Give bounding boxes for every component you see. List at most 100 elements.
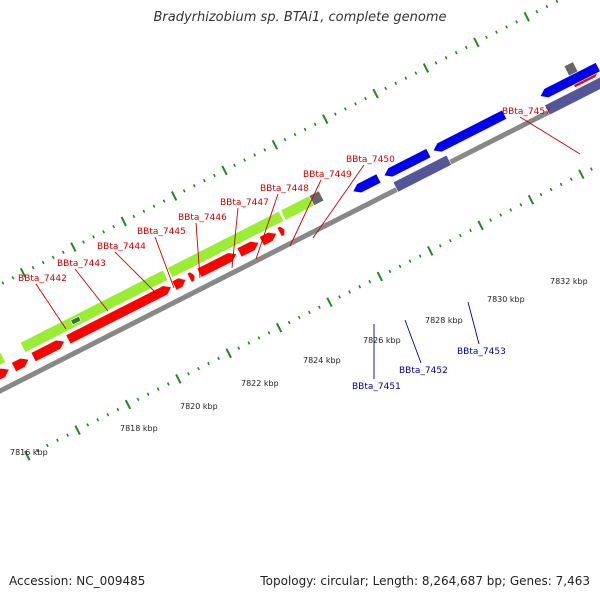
- forward-cds-bar: [166, 210, 285, 279]
- minor-tick: [102, 230, 106, 234]
- forward-gene-label[interactable]: BBta_7448: [260, 184, 309, 194]
- minor-tick: [549, 187, 553, 192]
- minor-tick: [338, 295, 341, 299]
- label-leader-line: [195, 222, 201, 279]
- major-tick: [422, 63, 430, 73]
- minor-tick: [555, 0, 559, 4]
- minor-tick: [61, 250, 65, 254]
- forward-gene-arrow: [186, 271, 195, 283]
- major-tick: [221, 165, 228, 176]
- minor-tick: [92, 235, 95, 239]
- forward-gene-label[interactable]: BBta_7444: [97, 242, 146, 252]
- minor-tick: [166, 382, 170, 386]
- minor-tick: [197, 366, 200, 371]
- major-tick: [376, 271, 383, 282]
- minor-tick: [106, 413, 110, 417]
- major-tick: [70, 242, 77, 253]
- forward-gene-arrow: [258, 231, 278, 247]
- label-leader-line: [519, 116, 581, 155]
- forward-gene-label[interactable]: BBta_7447: [220, 198, 269, 208]
- major-tick: [523, 11, 530, 22]
- minor-tick: [112, 224, 116, 229]
- forward-cds-bar: [280, 195, 315, 221]
- forward-gene-label[interactable]: BBta_7443: [57, 259, 106, 269]
- major-tick: [275, 322, 283, 333]
- gap-marker: [308, 190, 325, 207]
- minor-tick: [519, 203, 523, 207]
- scale-label: 7818 kbp: [120, 424, 158, 433]
- minor-tick: [343, 107, 347, 111]
- scale-label: 7820 kbp: [180, 402, 218, 411]
- reverse-gene-label[interactable]: BBta_7451: [352, 382, 401, 392]
- scale-label: 7822 kbp: [241, 379, 279, 388]
- major-tick: [74, 425, 81, 435]
- forward-gene-label[interactable]: BBta_7446: [178, 213, 227, 223]
- minor-tick: [263, 148, 267, 152]
- forward-gene-label[interactable]: BBta_7457: [502, 107, 551, 117]
- minor-tick: [116, 407, 120, 412]
- cds-feature-marker: [70, 315, 82, 326]
- label-leader-line: [312, 164, 365, 239]
- minor-tick: [368, 279, 372, 284]
- reverse-gene-label[interactable]: BBta_7452: [399, 366, 448, 376]
- minor-tick: [545, 4, 549, 9]
- major-tick: [225, 348, 232, 359]
- minor-tick: [96, 418, 100, 422]
- minor-tick: [152, 204, 156, 208]
- forward-gene-label[interactable]: BBta_7449: [303, 170, 352, 180]
- minor-tick: [464, 45, 468, 50]
- minor-tick: [307, 310, 311, 315]
- minor-tick: [354, 102, 357, 106]
- minor-tick: [388, 269, 392, 274]
- minor-tick: [318, 305, 321, 309]
- major-tick: [170, 191, 178, 201]
- minor-tick: [459, 233, 462, 238]
- major-tick: [527, 194, 535, 205]
- minor-tick: [41, 260, 45, 265]
- minor-tick: [404, 76, 408, 80]
- major-tick: [473, 37, 480, 48]
- minor-tick: [499, 213, 503, 217]
- forward-gene-arrow: [196, 252, 238, 278]
- label-leader-line: [231, 207, 239, 269]
- forward-gene-label[interactable]: BBta_7450: [346, 155, 395, 165]
- scale-label: 7816 kbp: [10, 448, 48, 457]
- minor-tick: [187, 372, 190, 376]
- minor-tick: [293, 132, 297, 137]
- minor-tick: [217, 356, 221, 361]
- label-leader-line: [114, 251, 159, 296]
- label-leader-line: [74, 268, 109, 312]
- forward-cds-bar: [0, 352, 7, 366]
- label-leader-line: [404, 319, 422, 364]
- minor-tick: [86, 423, 90, 427]
- minor-tick: [156, 387, 160, 391]
- major-tick: [326, 297, 333, 308]
- major-tick: [427, 246, 434, 256]
- scale-label: 7830 kbp: [487, 295, 525, 304]
- minor-tick: [384, 86, 388, 91]
- forward-gene-arrow: [65, 285, 172, 345]
- minor-tick: [559, 182, 563, 187]
- minor-tick: [213, 173, 216, 178]
- minor-tick: [11, 276, 15, 280]
- major-tick: [175, 373, 182, 384]
- minor-tick: [233, 163, 236, 167]
- minor-tick: [364, 96, 367, 101]
- minor-tick: [237, 346, 241, 350]
- minor-tick: [207, 361, 210, 366]
- minor-tick: [303, 127, 307, 132]
- reverse-gene-label[interactable]: BBta_7453: [457, 347, 506, 357]
- minor-tick: [444, 56, 448, 60]
- genome-summary-text: Topology: circular; Length: 8,264,687 bp…: [260, 574, 590, 588]
- forward-gene-label[interactable]: BBta_7445: [137, 227, 186, 237]
- major-tick: [24, 450, 31, 461]
- reverse-cds-bar: [544, 76, 600, 116]
- minor-tick: [56, 438, 59, 443]
- minor-tick: [162, 199, 166, 203]
- minor-tick: [590, 167, 593, 171]
- minor-tick: [394, 81, 398, 86]
- major-tick: [578, 169, 585, 180]
- major-tick: [124, 399, 132, 410]
- forward-gene-label[interactable]: BBta_7442: [18, 274, 67, 284]
